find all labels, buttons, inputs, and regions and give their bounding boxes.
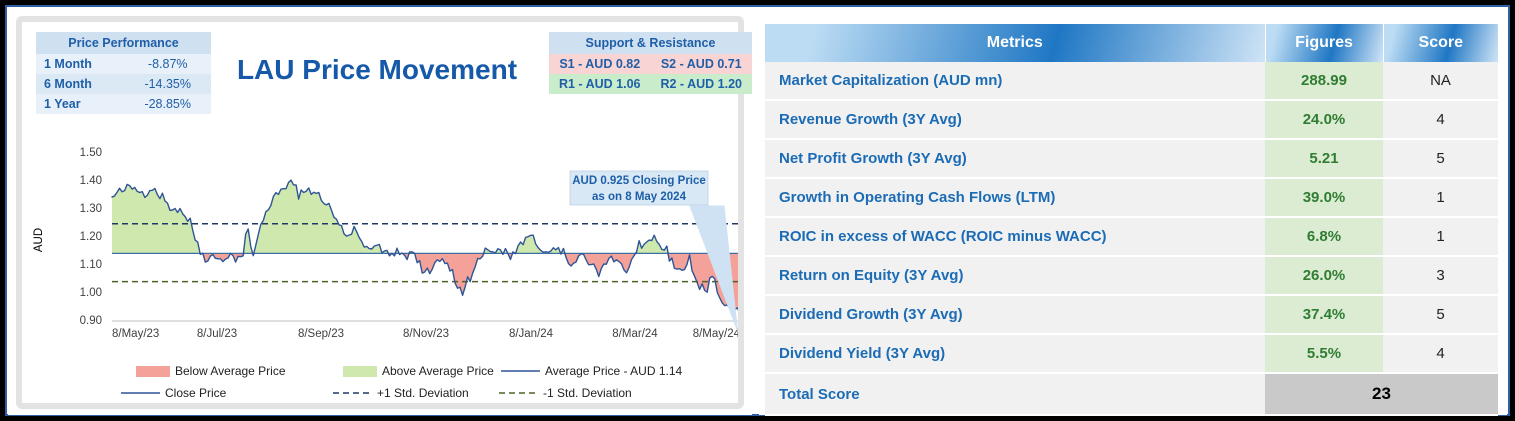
- svg-text:1.20: 1.20: [80, 231, 102, 243]
- svg-text:AUD 0.925 Closing Price: AUD 0.925 Closing Price: [572, 175, 706, 187]
- svg-text:+1 Std. Deviation: +1 Std. Deviation: [377, 386, 469, 400]
- svg-text:as on 8 May 2024: as on 8 May 2024: [592, 191, 687, 203]
- svg-text:1.00: 1.00: [80, 287, 102, 299]
- svg-text:8/Jan/24: 8/Jan/24: [509, 328, 554, 340]
- svg-text:-1 Std. Deviation: -1 Std. Deviation: [543, 386, 632, 400]
- svg-text:Above Average Price: Above Average Price: [382, 364, 494, 378]
- svg-text:1.40: 1.40: [80, 175, 102, 187]
- svg-text:Below Average Price: Below Average Price: [175, 364, 286, 378]
- svg-text:8/Mar/24: 8/Mar/24: [612, 328, 658, 340]
- svg-text:1.50: 1.50: [80, 147, 102, 159]
- svg-text:8/Sep/23: 8/Sep/23: [298, 328, 344, 340]
- svg-text:8/Jul/23: 8/Jul/23: [197, 328, 237, 340]
- svg-text:8/Nov/23: 8/Nov/23: [403, 328, 449, 340]
- svg-text:8/May/24: 8/May/24: [693, 328, 738, 340]
- svg-text:1.30: 1.30: [80, 203, 102, 215]
- svg-text:Average Price - AUD 1.14: Average Price - AUD 1.14: [545, 364, 683, 378]
- svg-text:Close Price: Close Price: [165, 386, 227, 400]
- svg-text:1.10: 1.10: [80, 259, 102, 271]
- svg-text:0.90: 0.90: [80, 315, 102, 327]
- svg-text:8/May/23: 8/May/23: [112, 328, 159, 340]
- svg-text:AUD: AUD: [33, 228, 45, 252]
